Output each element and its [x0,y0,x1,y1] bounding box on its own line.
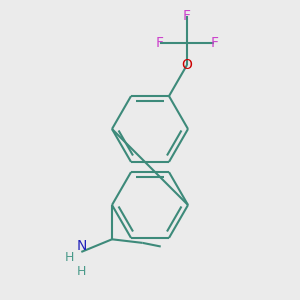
Text: F: F [183,9,191,23]
Text: H: H [64,251,74,264]
Text: F: F [156,36,164,50]
Text: H: H [76,266,86,278]
Text: F: F [210,36,218,50]
Text: O: O [182,58,193,72]
Text: N: N [76,239,86,253]
